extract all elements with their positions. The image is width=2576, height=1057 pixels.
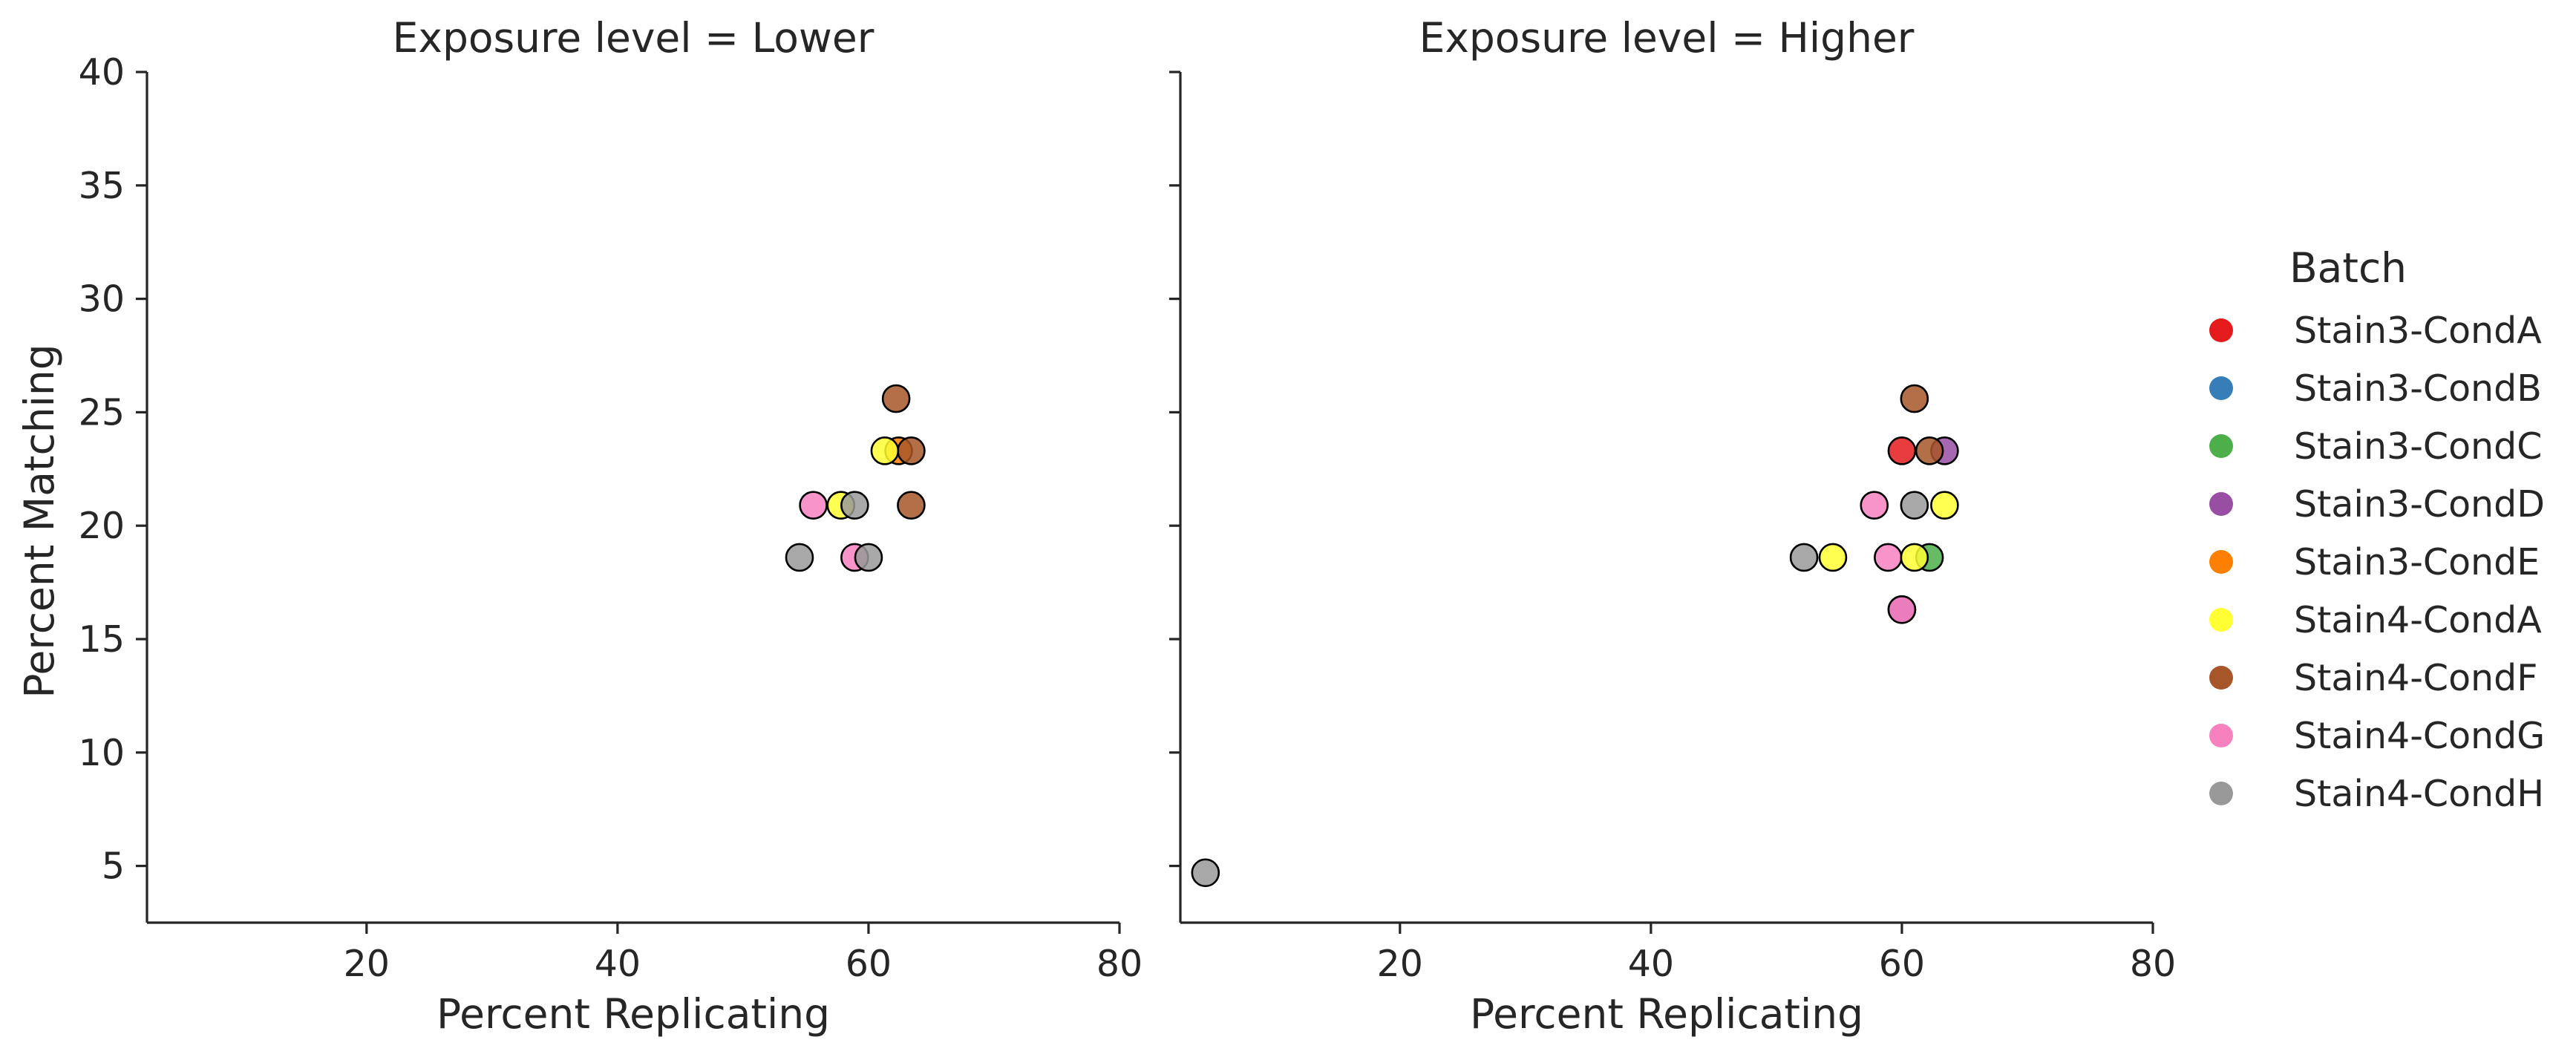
panel-lower-marks bbox=[785, 384, 926, 572]
data-point-stain4-condh bbox=[1900, 491, 1929, 520]
data-point-stain4-condg bbox=[799, 491, 828, 520]
x-axis-title-higher: Percent Replicating bbox=[1470, 990, 1863, 1038]
data-point-stain4-condg bbox=[1874, 543, 1903, 572]
legend-marker-stain3-condd bbox=[2209, 492, 2233, 516]
legend-marker-stain3-condb bbox=[2209, 376, 2233, 400]
x-tick-label-lower: 60 bbox=[846, 943, 892, 985]
panel-title-lower: Exposure level = Lower bbox=[393, 14, 875, 62]
x-axis-title-lower: Percent Replicating bbox=[437, 990, 830, 1038]
x-tick-label-lower: 40 bbox=[595, 943, 641, 985]
legend-marker-stain3-conde bbox=[2209, 550, 2233, 574]
data-point-stain4-condf bbox=[897, 491, 926, 520]
data-point-stain4-condh bbox=[840, 491, 869, 520]
legend-label-stain4-condg: Stain4-CondG bbox=[2294, 715, 2545, 757]
panel-higher-exposure: Exposure level = Higher 20 40 60 80 bbox=[1169, 14, 2176, 985]
x-tick-label-higher: 80 bbox=[2130, 943, 2176, 985]
data-point-stain4-condh bbox=[854, 543, 883, 572]
legend-marker-stain4-condf bbox=[2209, 666, 2233, 690]
legend: Batch Stain3-CondAStain3-CondBStain3-Con… bbox=[2209, 244, 2545, 815]
y-tick-label: 25 bbox=[79, 391, 125, 433]
legend-marker-stain3-conda bbox=[2209, 318, 2233, 342]
data-point-stain4-conda bbox=[1930, 491, 1959, 520]
data-point-stain4-condf bbox=[897, 436, 926, 465]
x-tick-label-higher: 40 bbox=[1628, 943, 1674, 985]
y-tick-label: 20 bbox=[79, 505, 125, 547]
x-tick-label-higher: 60 bbox=[1879, 943, 1925, 985]
x-tick-label-lower: 20 bbox=[344, 943, 390, 985]
legend-label-stain4-condf: Stain4-CondF bbox=[2294, 657, 2537, 699]
y-tick-label: 10 bbox=[79, 732, 125, 774]
data-point-stain4-condf bbox=[881, 384, 911, 413]
data-point-stain4-condh bbox=[1789, 543, 1819, 572]
data-point-stain3-conda bbox=[1887, 436, 1917, 465]
x-tick-label-higher: 20 bbox=[1377, 943, 1423, 985]
legend-label-stain3-condd: Stain3-CondD bbox=[2294, 483, 2545, 526]
data-point-stain4-condf bbox=[1915, 436, 1944, 465]
legend-marker-stain4-condh bbox=[2209, 782, 2233, 805]
y-tick-label: 15 bbox=[79, 618, 125, 661]
legend-label-stain4-condh: Stain4-CondH bbox=[2294, 773, 2544, 815]
legend-title: Batch bbox=[2289, 244, 2407, 292]
y-axis-title: Percent Matching bbox=[16, 344, 63, 698]
legend-label-stain3-condc: Stain3-CondC bbox=[2294, 425, 2542, 468]
legend-label-stain3-conda: Stain3-CondA bbox=[2294, 310, 2542, 352]
panel-title-higher: Exposure level = Higher bbox=[1419, 14, 1915, 62]
panel-higher-marks bbox=[1191, 384, 1959, 888]
y-tick-label: 5 bbox=[102, 845, 125, 888]
x-tick-label-lower: 80 bbox=[1096, 943, 1142, 985]
data-point-stain4-condh bbox=[785, 543, 814, 572]
data-point-stain4-conda bbox=[870, 436, 900, 465]
legend-marker-stain3-condc bbox=[2209, 434, 2233, 458]
y-tick-label: 35 bbox=[79, 165, 125, 207]
legend-items: Stain3-CondA Stain3-CondB Stain3-CondC Stai… bbox=[2209, 310, 2545, 815]
legend-label-stain3-conde: Stain3-CondE bbox=[2294, 541, 2540, 583]
y-tick-label: 30 bbox=[79, 278, 125, 321]
legend-marker-stain4-condg bbox=[2209, 724, 2233, 747]
data-point-stain4-condg bbox=[1860, 491, 1889, 520]
data-point-stain4-condg bbox=[1887, 595, 1917, 624]
data-point-stain4-conda bbox=[1900, 543, 1929, 572]
data-point-stain4-condf bbox=[1900, 384, 1929, 413]
data-point-stain4-conda bbox=[1818, 543, 1848, 572]
data-point-stain4-condh bbox=[1191, 858, 1220, 888]
legend-label-stain3-condb: Stain3-CondB bbox=[2294, 367, 2542, 410]
legend-label-stain4-conda: Stain4-CondA bbox=[2294, 599, 2542, 641]
legend-marker-stain4-conda bbox=[2209, 608, 2233, 632]
panel-lower-exposure: Exposure level = Lower 5 10 15 20 25 30 35 40 20… bbox=[79, 14, 1143, 985]
y-tick-label: 40 bbox=[79, 51, 125, 94]
